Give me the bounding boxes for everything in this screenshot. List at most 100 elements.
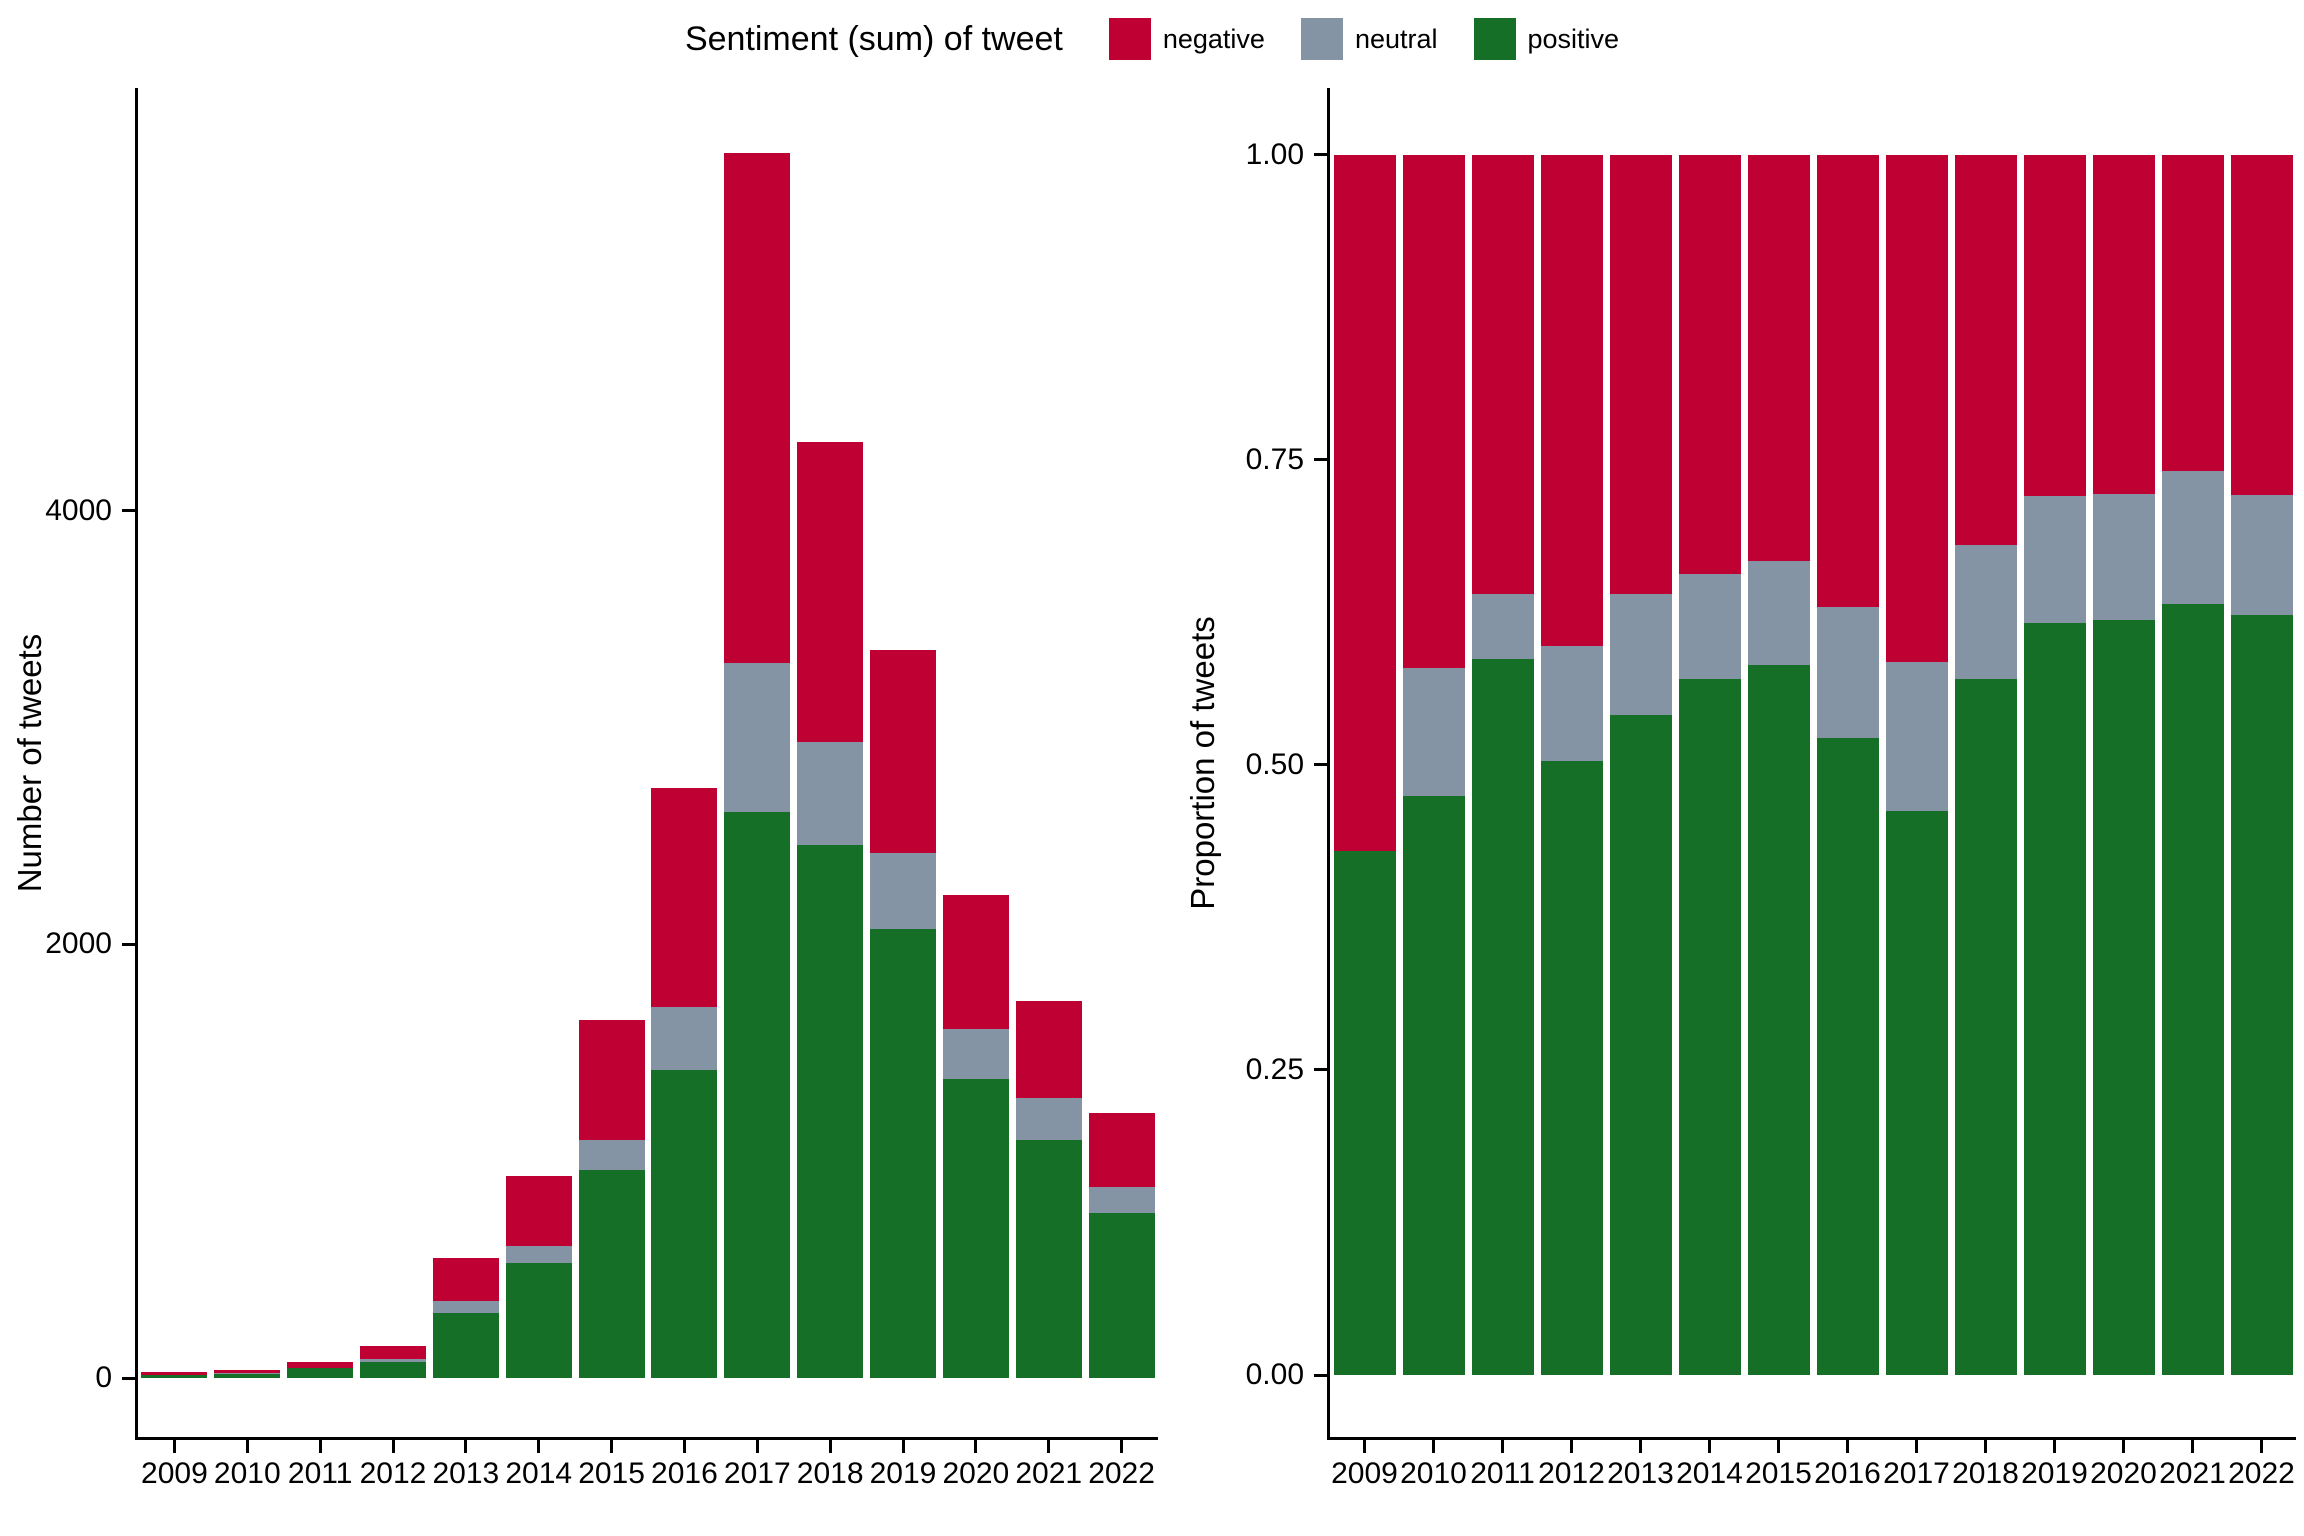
bar-2015-positive-segment bbox=[1747, 664, 1810, 1375]
x-axis-tick bbox=[318, 1440, 322, 1453]
bar-2021-positive-segment bbox=[2161, 603, 2224, 1375]
bar-2019 bbox=[870, 649, 936, 1378]
bar-2012-neutral-segment bbox=[1540, 646, 1603, 762]
bar-2019-negative-segment bbox=[870, 649, 936, 854]
bar-2013-neutral-segment bbox=[1609, 593, 1672, 715]
bar-2014-negative-segment bbox=[1678, 154, 1741, 575]
x-tick-label: 2021 bbox=[2159, 1457, 2226, 1490]
x-tick-label: 2018 bbox=[796, 1457, 864, 1490]
x-axis-tick bbox=[464, 1440, 468, 1453]
x-tick-label: 2019 bbox=[869, 1457, 937, 1490]
x-axis-tick bbox=[2260, 1440, 2263, 1453]
bar-2022 bbox=[1088, 1113, 1155, 1378]
bar-2022 bbox=[2230, 154, 2293, 1375]
bar-2010-positive-segment bbox=[214, 1374, 281, 1378]
y-tick-label: 0 bbox=[95, 1361, 112, 1394]
x-axis-tick bbox=[245, 1440, 249, 1453]
bar-2012 bbox=[1540, 154, 1603, 1375]
x-tick-label: 2013 bbox=[432, 1457, 500, 1490]
bar-2022-positive-segment bbox=[2230, 614, 2293, 1375]
bar-2012-positive-segment bbox=[1540, 761, 1603, 1375]
bar-2017-positive-segment bbox=[1885, 811, 1948, 1375]
bar-2011-negative-segment bbox=[1471, 154, 1534, 594]
bar-2021-positive-segment bbox=[1015, 1139, 1082, 1378]
y-axis-tick bbox=[1314, 1373, 1327, 1377]
bar-2019-neutral-segment bbox=[870, 853, 936, 930]
y-tick-label: 0.75 bbox=[1245, 442, 1304, 476]
bar-2014 bbox=[1678, 154, 1741, 1375]
bar-2010-negative-segment bbox=[1402, 154, 1465, 669]
x-axis-tick bbox=[610, 1440, 614, 1453]
bar-2018-neutral-segment bbox=[1954, 545, 2017, 680]
bar-2018-negative-segment bbox=[797, 442, 864, 742]
bar-2017-negative-segment bbox=[1885, 154, 1948, 663]
bar-2019-neutral-segment bbox=[2023, 496, 2086, 624]
x-axis-tick bbox=[172, 1440, 176, 1453]
bar-2022-positive-segment bbox=[1088, 1213, 1155, 1378]
x-tick-label: 2021 bbox=[1015, 1457, 1083, 1490]
bar-2009-positive-segment bbox=[1333, 851, 1396, 1375]
bar-2016 bbox=[1816, 154, 1879, 1375]
bar-2021 bbox=[2161, 154, 2224, 1375]
x-tick-label: 2014 bbox=[505, 1457, 573, 1490]
bar-2018 bbox=[1954, 154, 2017, 1375]
bar-2022-negative-segment bbox=[1088, 1113, 1155, 1188]
bar-2022-neutral-segment bbox=[1088, 1187, 1155, 1214]
bar-2013-neutral-segment bbox=[432, 1301, 499, 1313]
x-tick-label: 2016 bbox=[651, 1457, 718, 1490]
bar-2018-negative-segment bbox=[1954, 154, 2017, 546]
bar-2011 bbox=[1471, 154, 1534, 1375]
y-tick-label: 1.00 bbox=[1245, 137, 1304, 171]
legend-label-negative: negative bbox=[1162, 23, 1265, 54]
bar-2009 bbox=[141, 1371, 208, 1378]
bar-2011-neutral-segment bbox=[287, 1367, 354, 1369]
x-axis-tick bbox=[1363, 1440, 1366, 1453]
x-tick-label: 2010 bbox=[1400, 1457, 1467, 1490]
x-tick-label: 2011 bbox=[287, 1457, 353, 1490]
y-tick-label: 4000 bbox=[45, 493, 112, 527]
bar-2013-negative-segment bbox=[1609, 154, 1672, 594]
bar-2009 bbox=[1333, 154, 1396, 1375]
bar-2013 bbox=[432, 1257, 499, 1378]
bar-2019-positive-segment bbox=[2023, 623, 2086, 1375]
legend-label-neutral: neutral bbox=[1354, 23, 1438, 54]
y-axis-tick bbox=[122, 509, 135, 513]
bar-2021-negative-segment bbox=[2161, 154, 2224, 471]
bar-2020 bbox=[942, 894, 1009, 1378]
x-axis-tick bbox=[1708, 1440, 1711, 1453]
bar-2015-negative-segment bbox=[1747, 154, 1810, 561]
x-axis-line bbox=[135, 1437, 1158, 1440]
bar-2010-positive-segment bbox=[1402, 796, 1465, 1375]
bar-2015 bbox=[578, 1020, 645, 1378]
bar-2017 bbox=[724, 153, 791, 1378]
bar-2012-negative-segment bbox=[360, 1345, 426, 1359]
positive-swatch-icon bbox=[1473, 18, 1516, 60]
bar-2016 bbox=[651, 788, 718, 1378]
x-tick-label: 2009 bbox=[1331, 1457, 1398, 1490]
bar-2021-negative-segment bbox=[1015, 1000, 1082, 1099]
bar-2018-neutral-segment bbox=[797, 741, 864, 845]
bar-2011-negative-segment bbox=[287, 1361, 354, 1368]
x-tick-label: 2020 bbox=[2090, 1457, 2157, 1490]
x-tick-label: 2016 bbox=[1814, 1457, 1881, 1490]
bar-2020-positive-segment bbox=[942, 1078, 1009, 1378]
x-tick-label: 2017 bbox=[1883, 1457, 1950, 1490]
bar-2013 bbox=[1609, 154, 1672, 1375]
bar-2021-neutral-segment bbox=[1015, 1098, 1082, 1140]
y-axis-tick bbox=[1314, 1068, 1327, 1072]
bar-2022-neutral-segment bbox=[2230, 495, 2293, 615]
x-axis-tick bbox=[1846, 1440, 1849, 1453]
x-axis-tick bbox=[2122, 1440, 2125, 1453]
x-axis-tick bbox=[1984, 1440, 1987, 1453]
bar-2011-positive-segment bbox=[1471, 658, 1534, 1375]
x-axis-tick bbox=[828, 1440, 832, 1453]
x-axis-tick bbox=[974, 1440, 978, 1453]
bar-2009-negative-segment bbox=[141, 1371, 208, 1376]
legend-title: Sentiment (sum) of tweet bbox=[684, 19, 1063, 58]
bar-2014-positive-segment bbox=[1678, 679, 1741, 1375]
y-tick-label: 2000 bbox=[45, 927, 112, 961]
bar-2014 bbox=[505, 1176, 572, 1378]
bar-2016-neutral-segment bbox=[1816, 607, 1879, 738]
x-axis-tick bbox=[682, 1440, 686, 1453]
